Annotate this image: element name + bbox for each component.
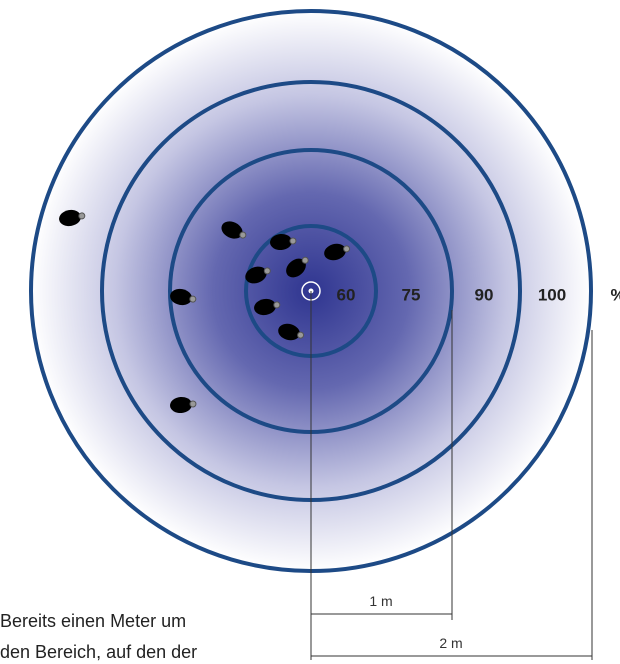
- diagram: 60 75 90 100 % 1 m 2 m Bereits einen Met…: [0, 0, 620, 664]
- caption-line: den Bereich, auf den der: [0, 642, 197, 662]
- scale-label: 2 m: [439, 635, 462, 651]
- unit-label: %: [610, 285, 620, 304]
- caption-line: Bereits einen Meter um: [0, 611, 186, 631]
- scale-label: 1 m: [369, 593, 392, 609]
- ring-label: 90: [475, 285, 494, 304]
- ring-label: 75: [402, 285, 421, 304]
- ring-label: 100: [538, 285, 566, 304]
- ring-label: 60: [337, 285, 356, 304]
